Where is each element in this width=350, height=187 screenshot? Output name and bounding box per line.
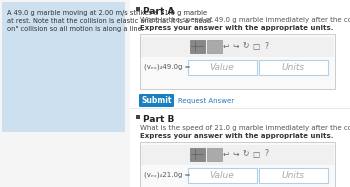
FancyBboxPatch shape <box>259 168 328 183</box>
Text: Submit: Submit <box>141 96 172 105</box>
FancyBboxPatch shape <box>188 168 257 183</box>
Text: Express your answer with the appropriate units.: Express your answer with the appropriate… <box>140 133 334 139</box>
Text: □: □ <box>252 149 260 159</box>
Text: What is the speed of 21.0 g marble immediately after the collision?: What is the speed of 21.0 g marble immed… <box>140 125 350 131</box>
FancyBboxPatch shape <box>140 142 335 187</box>
FancyBboxPatch shape <box>259 59 328 74</box>
FancyBboxPatch shape <box>189 148 204 160</box>
Text: Part B: Part B <box>143 115 174 124</box>
Text: (vₑₓ)₄21.0g =: (vₑₓ)₄21.0g = <box>144 172 190 178</box>
Bar <box>136 115 140 119</box>
Text: (vₑₓ)₄49.0g =: (vₑₓ)₄49.0g = <box>144 64 190 70</box>
FancyBboxPatch shape <box>140 34 335 89</box>
Text: ?: ? <box>264 42 268 50</box>
FancyBboxPatch shape <box>206 148 222 160</box>
Text: ↪: ↪ <box>233 42 239 50</box>
Text: Value: Value <box>210 171 235 180</box>
Bar <box>141 145 334 165</box>
Text: ↩: ↩ <box>223 149 229 159</box>
Text: ↩: ↩ <box>223 42 229 50</box>
Text: Value: Value <box>210 62 235 71</box>
Bar <box>130 0 350 187</box>
Bar <box>2 2 125 132</box>
Text: □: □ <box>252 42 260 50</box>
Bar <box>141 37 334 57</box>
Text: Units: Units <box>281 62 304 71</box>
FancyBboxPatch shape <box>188 59 257 74</box>
FancyBboxPatch shape <box>206 39 222 53</box>
Text: Request Answer: Request Answer <box>178 97 234 103</box>
Text: ↪: ↪ <box>233 149 239 159</box>
Text: ?: ? <box>264 149 268 159</box>
Text: ↻: ↻ <box>243 42 249 50</box>
Text: A 49.0 g marble moving at 2.00 m/s strikes a 21.0 g marble
at rest. Note that th: A 49.0 g marble moving at 2.00 m/s strik… <box>7 10 214 32</box>
Text: Units: Units <box>281 171 304 180</box>
Text: Part A: Part A <box>143 7 175 16</box>
Text: Express your answer with the appropriate units.: Express your answer with the appropriate… <box>140 25 334 31</box>
FancyBboxPatch shape <box>189 39 204 53</box>
FancyBboxPatch shape <box>139 94 174 107</box>
Text: ↻: ↻ <box>243 149 249 159</box>
Text: What is the speed of 49.0 g marble immediately after the collision?: What is the speed of 49.0 g marble immed… <box>140 17 350 23</box>
Bar <box>136 7 140 11</box>
